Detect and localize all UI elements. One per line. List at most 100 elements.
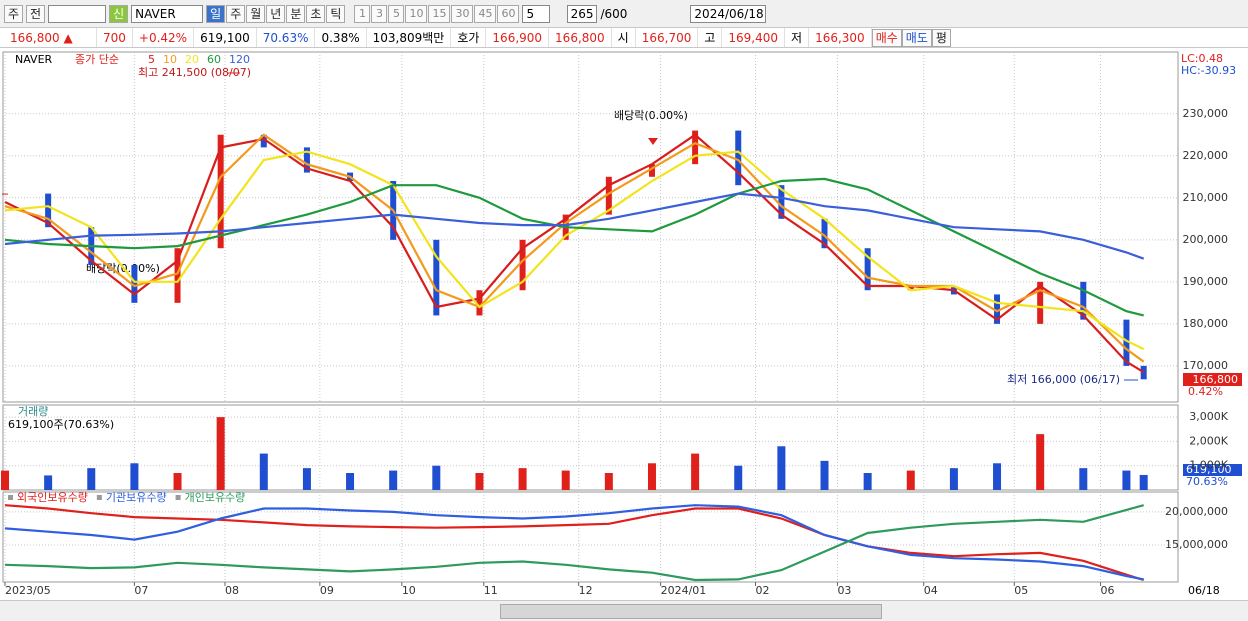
volume-bar [561, 470, 570, 490]
candle [217, 134, 224, 249]
hc-label: HC:-30.93 [1181, 64, 1236, 77]
date-input[interactable]: 2024/06/18 [690, 4, 767, 23]
scrollbar[interactable] [0, 600, 1248, 621]
volume-bar [216, 417, 225, 490]
series-line [4, 504, 1144, 581]
amount: 103,809백만 [367, 28, 452, 47]
y-tick-label: 20,000,000 [1165, 505, 1228, 518]
volume-bar [389, 470, 398, 490]
quote-bar: 166,800 ▲ 700 +0.42% 619,100 70.63% 0.38… [0, 28, 1248, 48]
volume-ratio: 70.63% [257, 28, 316, 47]
legend-swatch [8, 495, 13, 500]
period-button[interactable]: 년 [266, 4, 286, 23]
interval-button[interactable]: 45 [474, 4, 497, 23]
legend-swatch [96, 495, 102, 500]
volume-bar [993, 463, 1002, 490]
interval-button[interactable]: 5 [388, 4, 405, 23]
interval-button[interactable]: 3 [371, 4, 388, 23]
last-volume-box [1183, 464, 1242, 476]
candle [2, 193, 8, 195]
candle [476, 290, 483, 316]
last-price-box [1183, 373, 1242, 386]
change-pct: +0.42% [133, 28, 195, 47]
low-label: 저 [785, 28, 810, 47]
candle [994, 294, 1001, 324]
unit-input[interactable]: 5 [522, 4, 551, 23]
y-tick-label: 2,000K [1189, 434, 1228, 447]
x-tick-label: 02 [755, 584, 769, 597]
dividend-marker [648, 138, 658, 145]
x-tick-label: 10 [402, 584, 416, 597]
x-tick-label: 05 [1014, 584, 1028, 597]
volume-bar [44, 475, 53, 490]
period-button[interactable]: 일 [206, 4, 226, 23]
x-tick-label: 03 [837, 584, 851, 597]
interval-button[interactable]: 1 [354, 4, 371, 23]
volume-bar [475, 473, 484, 490]
sell-button[interactable]: 매도 [901, 28, 932, 47]
legend-entry: 60 [207, 53, 221, 66]
volume-bar [432, 465, 441, 490]
x-tick-label: 07 [134, 584, 148, 597]
low: 166,300 [809, 28, 872, 47]
badge[interactable]: 신 [109, 4, 129, 23]
volume-bar [259, 453, 268, 490]
price-title: NAVER [15, 53, 53, 66]
volume-bar [130, 463, 139, 490]
eval-button[interactable]: 평 [931, 28, 951, 47]
interval-button[interactable]: 15 [428, 4, 451, 23]
candle [692, 130, 699, 165]
buy-button[interactable]: 매수 [871, 28, 902, 47]
last-volume-ratio: 70.63% [1186, 475, 1228, 488]
high: 169,400 [722, 28, 786, 47]
interval-button[interactable]: 10 [405, 4, 428, 23]
volume-bar [777, 446, 786, 490]
count-input[interactable]: 265 [567, 4, 598, 23]
volume-bar [302, 468, 311, 490]
scroll-thumb[interactable] [500, 604, 882, 619]
candle [519, 239, 526, 291]
y-tick-label: 15,000,000 [1165, 538, 1228, 551]
candle [260, 134, 267, 148]
lc-label: LC:0.48 [1181, 52, 1223, 65]
volume-bar [647, 463, 656, 490]
volume-bar [863, 473, 872, 490]
name-field[interactable]: NAVER [131, 4, 204, 23]
interval-group: 1 3 5 10 15 30 45 60 [354, 4, 520, 23]
candle [735, 130, 742, 186]
y-tick-label: 170,000 [1183, 359, 1229, 372]
legend: 외국인보유수량 기관보유수량 개인보유수량 [8, 491, 245, 504]
candle [605, 176, 612, 215]
y-tick-label: 1,000K [1189, 459, 1228, 472]
candle [1123, 319, 1130, 366]
volume-panel [2, 404, 1179, 491]
period-button[interactable]: 주 [226, 4, 246, 23]
volume-bar [820, 460, 829, 490]
interval-button[interactable]: 30 [451, 4, 474, 23]
x-tick-label: 2024/01 [661, 584, 707, 597]
candle [45, 193, 52, 228]
y-tick-label: 3,000K [1189, 410, 1228, 423]
series-line [4, 504, 1144, 582]
mode-select[interactable]: 주 [4, 4, 24, 23]
legend: 5 10 20 60 120 [148, 53, 250, 66]
period-button[interactable]: 초 [306, 4, 326, 23]
code-input[interactable]: 035420 [48, 4, 107, 23]
series-line [4, 177, 1144, 317]
interval-button[interactable]: 60 [497, 4, 520, 23]
period-button[interactable]: 월 [246, 4, 266, 23]
high-annotation: 최고 241,500 (08/07) [138, 66, 251, 79]
dividend-annotation: 배당락(0.00%) [614, 109, 688, 122]
candle [433, 239, 440, 316]
price: 166,800 ▲ [4, 28, 97, 47]
period-button[interactable]: 분 [286, 4, 306, 23]
volume-bar [691, 453, 700, 490]
volume-bar [906, 470, 915, 490]
low-annotation: 최저 166,000 (06/17) [1007, 373, 1120, 386]
x-tick-label: 08 [225, 584, 239, 597]
turnover: 0.38% [315, 28, 367, 47]
market-select[interactable]: 전 [26, 4, 46, 23]
period-button[interactable]: 틱 [326, 4, 346, 23]
